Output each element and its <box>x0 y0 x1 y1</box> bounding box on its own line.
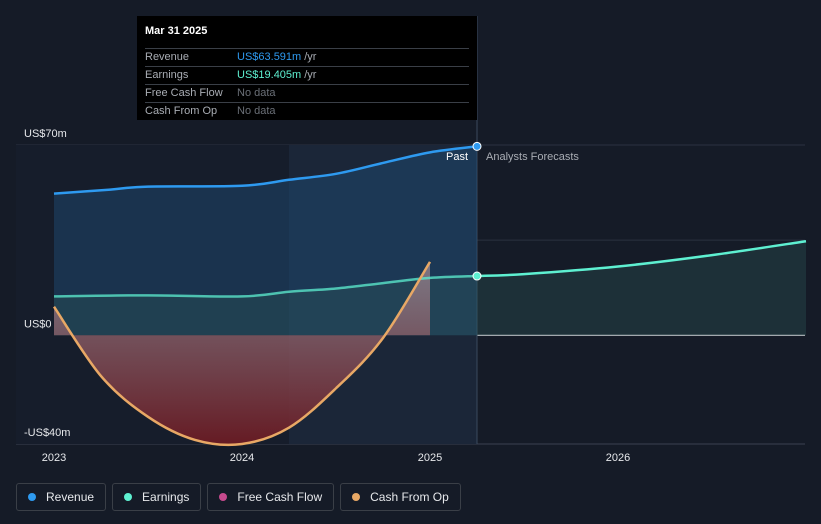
series-lines <box>52 141 807 447</box>
legend-label: Cash From Op <box>370 490 449 504</box>
earnings-marker <box>472 271 482 281</box>
tooltip-row-fcf: Free Cash Flow No data <box>145 84 469 102</box>
y-axis-label: -US$40m <box>24 427 70 439</box>
tooltip-date: Mar 31 2025 <box>145 25 208 37</box>
cash-from-op-line <box>52 261 432 447</box>
legend-dot-icon <box>219 493 228 501</box>
cash-from-op-area <box>54 261 430 445</box>
revenue-area <box>54 146 477 336</box>
tooltip-row-label: Free Cash Flow <box>145 87 223 99</box>
tooltip-row-value: No data <box>237 87 276 99</box>
revenue-line <box>53 145 478 195</box>
legend-item-free-cash-flow[interactable]: Free Cash Flow <box>207 483 335 511</box>
legend-label: Revenue <box>46 490 95 504</box>
data-tooltip: Mar 31 2025 Revenue US$63.591m /yr Earni… <box>137 16 477 120</box>
axis-labels: US$70m US$0 -US$40m 2023 2024 2025 2026 Past Ana… <box>24 128 630 464</box>
legend-label: Earnings <box>142 490 190 504</box>
legend-item-earnings[interactable]: Earnings <box>112 483 202 511</box>
tooltip-row-unit: /yr <box>304 51 317 63</box>
tooltip-row-earnings: Earnings US$19.405m /yr <box>145 66 469 84</box>
earnings-line-past <box>53 274 478 298</box>
tooltip-row-label: Revenue <box>145 51 190 63</box>
tooltip-row-value: US$63.591m <box>237 51 302 63</box>
forecast-label: Analysts Forecasts <box>486 151 579 163</box>
legend-item-cash-from-op[interactable]: Cash From Op <box>340 483 461 511</box>
legend-label: Free Cash Flow <box>237 490 323 504</box>
x-tick-label: 2023 <box>42 452 66 464</box>
tooltip-row-label: Earnings <box>145 69 189 81</box>
legend-dot-icon <box>28 493 36 501</box>
tooltip-row-revenue: Revenue US$63.591m /yr <box>145 48 469 66</box>
legend-dot-icon <box>352 493 361 501</box>
y-axis-label: US$70m <box>24 128 67 140</box>
legend-dot-icon <box>124 493 133 501</box>
past-label: Past <box>446 151 468 163</box>
tooltip-row-cfo: Cash From Op No data <box>145 102 469 120</box>
chart-legend: Revenue Earnings Free Cash Flow Cash Fro… <box>16 483 461 511</box>
tooltip-row-value: No data <box>237 105 276 117</box>
earnings-line-forecast <box>476 239 807 278</box>
tooltip-row-unit: /yr <box>304 69 317 81</box>
chart-plot: US$70m US$0 -US$40m 2023 2024 2025 2026 Past Ana… <box>16 16 807 464</box>
y-axis-label: US$0 <box>24 318 52 330</box>
legend-item-revenue[interactable]: Revenue <box>16 483 107 511</box>
tooltip-row-value: US$19.405m <box>237 69 302 81</box>
tooltip-row-label: Cash From Op <box>145 105 218 117</box>
revenue-marker <box>472 141 482 151</box>
x-tick-label: 2024 <box>230 452 254 464</box>
x-tick-label: 2026 <box>606 452 630 464</box>
x-tick-label: 2025 <box>418 452 442 464</box>
series-areas <box>54 146 806 445</box>
